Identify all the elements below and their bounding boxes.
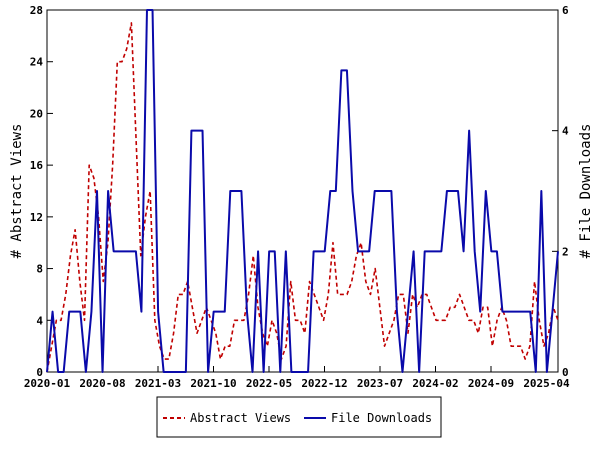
x-tick-label: 2025-04: [523, 377, 570, 390]
x-tick-label: 2020-01: [24, 377, 71, 390]
left-tick-label: 0: [36, 366, 43, 379]
x-tick-label: 2023-07: [357, 377, 403, 390]
plot-frame: [46, 9, 559, 373]
y-axis-right-title: # File Downloads: [578, 124, 594, 259]
left-tick-label: 8: [36, 263, 43, 276]
right-tick-label: 2: [562, 245, 569, 258]
left-axis: 0 4 8 12 16 20 24 28: [30, 4, 53, 379]
x-tick-label: 2021-10: [190, 377, 236, 390]
x-tick-label: 2024-02: [412, 377, 458, 390]
legend-label-file-downloads: File Downloads: [331, 411, 432, 425]
left-tick-label: 16: [30, 159, 44, 172]
series-layer: [46, 9, 559, 373]
legend-label-abstract-views: Abstract Views: [190, 411, 291, 425]
left-tick-label: 12: [30, 211, 43, 224]
series-line-file-downloads: [46, 9, 559, 373]
x-tick-label: 2022-05: [246, 377, 292, 390]
legend-box: [156, 396, 442, 438]
right-tick-label: 6: [562, 4, 569, 17]
left-tick-label: 28: [30, 4, 43, 17]
left-tick-label: 20: [30, 107, 43, 120]
right-tick-label: 0: [562, 366, 569, 379]
legend: Abstract Views File Downloads: [156, 396, 442, 438]
left-tick-label: 24: [30, 56, 44, 69]
x-tick-label: 2022-12: [301, 377, 347, 390]
y-axis-left-title: # Abstract Views: [9, 124, 25, 259]
right-tick-label: 4: [562, 125, 569, 138]
left-tick-label: 4: [36, 314, 43, 327]
x-tick-label: 2021-03: [135, 377, 181, 390]
x-tick-label: 2024-09: [468, 377, 514, 390]
right-axis: 0 2 4 6: [552, 4, 569, 379]
x-tick-label: 2020-08: [79, 377, 125, 390]
